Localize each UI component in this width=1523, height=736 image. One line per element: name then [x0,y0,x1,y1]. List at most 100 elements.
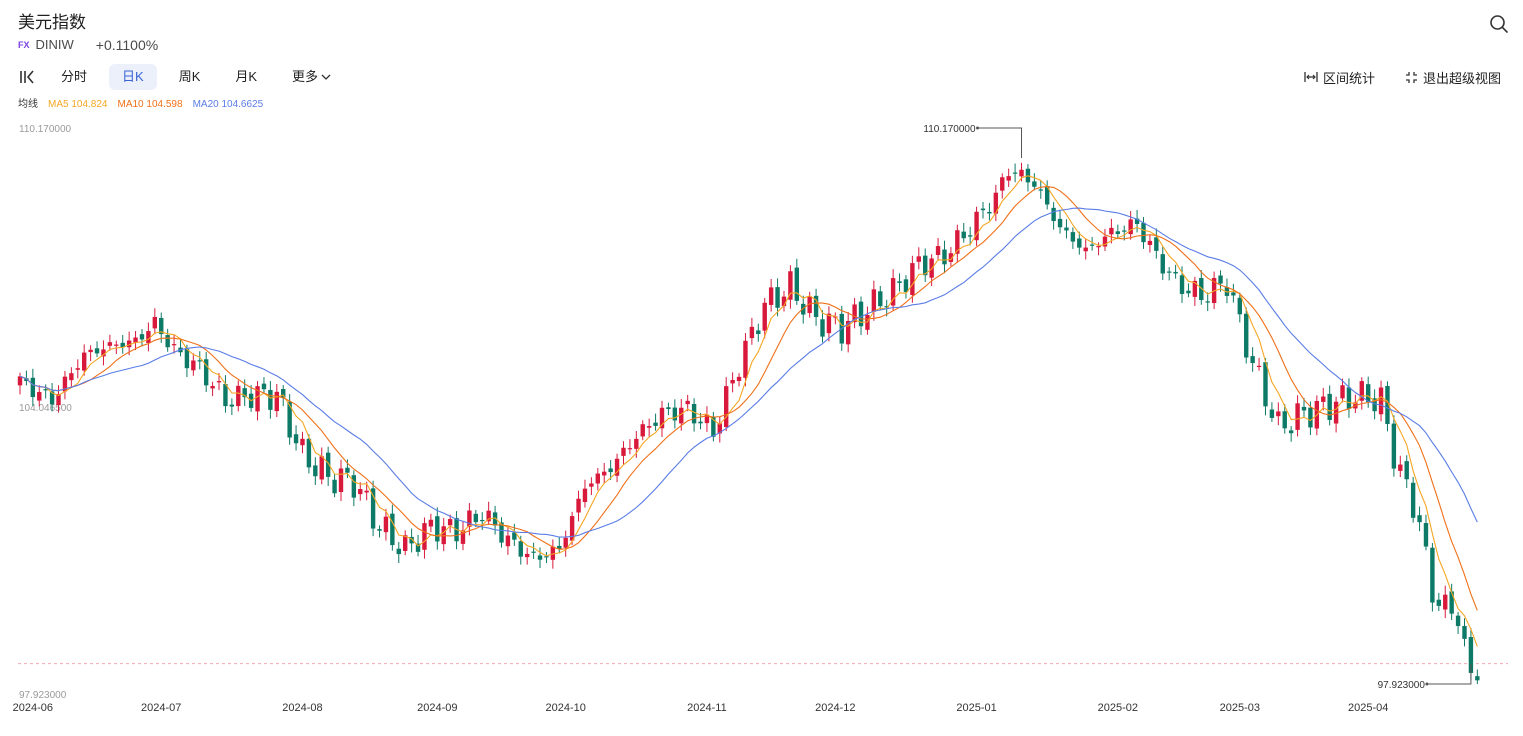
candle-up [101,349,106,357]
candle-down [281,389,286,398]
candle-down [1430,547,1435,603]
period-toolbar: 分时 日K 周K 月K 更多 [18,64,353,90]
candle-up [255,386,260,412]
candle-up [146,331,151,344]
candle-down [858,301,864,327]
candle-down [691,403,697,424]
candle-up [114,344,119,346]
instrument-subline: FX DINIW +0.1100% [18,36,158,54]
candle-down [1468,637,1474,673]
candle-down [1269,409,1275,418]
candle-down [345,467,350,473]
ma20-value: MA20 104.6625 [192,99,264,110]
candle-down [1366,384,1371,402]
candle-down [293,434,299,444]
tab-monthly-k[interactable]: 月K [235,69,258,84]
candle-down [531,551,536,553]
candle-up [1096,246,1101,248]
candle-up [1192,280,1198,297]
candle-up [845,320,851,345]
candle-down [1475,676,1480,681]
candle-up [890,278,896,306]
x-axis-tick-label: 2025-04 [1348,702,1388,714]
exit-fullscreen-icon [1405,71,1417,83]
candle-down [159,317,164,335]
candle-down [512,532,517,540]
candle-down [94,348,100,354]
x-axis-tick-label: 2024-06 [13,702,53,714]
candle-up [69,373,74,381]
candle-up [56,393,61,406]
candle-up [403,535,408,551]
search-icon[interactable] [1489,14,1509,34]
chart-tools: 区间统计 退出超级视图 [1274,64,1501,90]
candle-up [563,537,568,548]
candle-up [1109,227,1114,235]
fx-badge: FX [18,40,30,50]
candle-down [698,421,703,424]
candle-up [679,407,684,424]
candle-up [358,489,363,495]
exit-super-view-button[interactable]: 退出超级视图 [1405,68,1501,87]
more-dropdown[interactable]: 更多 [279,64,344,90]
collapse-sidebar-icon[interactable] [18,68,36,86]
candle-up [910,263,915,295]
candle-up [614,458,620,476]
candle-up [602,471,607,476]
candle-up [685,400,690,405]
candle-up [236,385,241,407]
candle-down [672,407,678,421]
candle-up [871,289,877,312]
candle-down [537,555,543,560]
candle-down [813,295,819,317]
ma10-line [19,186,1478,611]
candle-up [730,379,735,384]
x-axis-tick-label: 2025-01 [956,702,996,714]
range-stats-label: 区间统计 [1322,70,1375,86]
candle-up [621,447,626,456]
x-axis-tick-label: 2024-07 [141,702,181,714]
tab-weekly-k[interactable]: 周K [178,69,201,84]
candle-up [948,253,954,262]
candle-down [1449,591,1454,614]
candle-up [1083,247,1088,252]
candle-up [319,456,324,480]
candle-down [903,279,909,293]
candle-down [1141,222,1146,243]
candle-down [801,303,806,315]
candle-down [377,529,382,531]
candle-down [775,287,780,308]
tab-daily-k[interactable]: 日K [109,64,157,90]
range-stats-button[interactable]: 区间统计 [1304,68,1375,87]
candle-down [229,404,235,407]
candle-up [152,316,158,329]
candle-down [332,479,337,494]
candle-down [1064,227,1069,231]
candle-down [473,513,479,523]
candle-up [736,376,742,381]
candle-down [756,330,761,335]
candle-down [325,452,331,477]
tab-intraday[interactable]: 分时 [61,69,88,84]
candle-down [1301,406,1307,411]
candle-up [704,414,710,424]
candle-down [1122,230,1127,232]
candle-down [1231,292,1236,296]
candlestick-chart[interactable]: 110.170000 104.046500 97.923000 110.170000 9… [0,118,1523,718]
candle-down [1436,599,1442,606]
x-axis-tick-label: 2024-08 [282,702,322,714]
candle-up [17,376,23,386]
candle-up [422,523,427,550]
candle-up [762,302,767,331]
candle-down [499,522,504,543]
candle-up [1340,385,1345,399]
candle-down [242,388,247,398]
candle-down [1166,271,1172,273]
candle-down [987,211,992,214]
candle-down [197,360,202,362]
candle-down [1205,301,1210,303]
candle-down [1244,313,1249,358]
candle-up [807,296,812,314]
candle-down [820,319,825,337]
candle-up [768,287,774,305]
